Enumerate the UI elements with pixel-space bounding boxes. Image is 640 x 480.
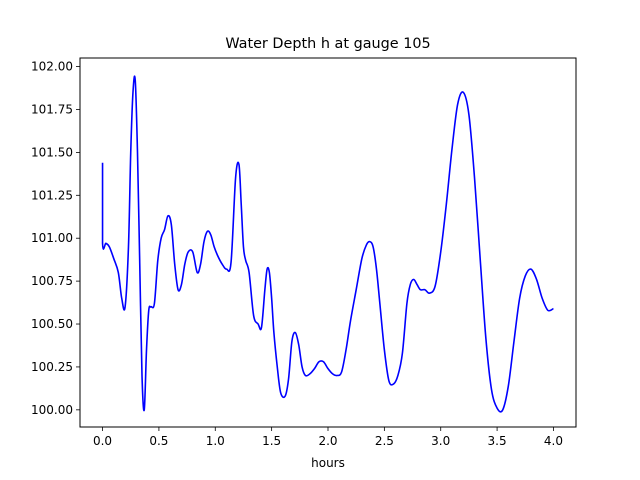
y-tick-label: 100.75	[31, 274, 73, 288]
y-tick-label: 102.00	[31, 60, 73, 74]
x-tick-label: 4.0	[544, 434, 563, 448]
chart-title: Water Depth h at gauge 105	[225, 36, 430, 52]
y-tick-label: 100.50	[31, 317, 73, 331]
x-axis-label: hours	[311, 456, 345, 470]
y-axis-ticks: 100.00 100.25 100.50 100.75 101.00 101.25 101.…	[31, 60, 80, 417]
x-tick-label: 1.5	[262, 434, 281, 448]
x-axis-ticks: 0.0 0.5 1.0 1.5 2.0 2.5 3.0 3.5 4.0	[93, 427, 563, 448]
x-tick-label: 0.0	[93, 434, 112, 448]
y-tick-label: 101.25	[31, 188, 73, 202]
x-tick-label: 3.0	[431, 434, 450, 448]
y-tick-label: 101.75	[31, 102, 73, 116]
plot-area: 0.0 0.5 1.0 1.5 2.0 2.5 3.0 3.5 4.0 100.00 100.25…	[31, 57, 577, 448]
series-line-0	[101, 75, 554, 413]
y-tick-label: 101.00	[31, 231, 73, 245]
x-tick-label: 3.5	[488, 434, 507, 448]
x-tick-label: 2.5	[375, 434, 394, 448]
y-tick-label: 100.25	[31, 360, 73, 374]
x-tick-label: 2.0	[318, 434, 337, 448]
axes-frame	[79, 57, 577, 428]
y-tick-label: 100.00	[31, 403, 73, 417]
x-tick-label: 1.0	[206, 434, 225, 448]
x-tick-label: 0.5	[149, 434, 168, 448]
y-tick-label: 101.50	[31, 145, 73, 159]
series-layer	[101, 75, 554, 413]
